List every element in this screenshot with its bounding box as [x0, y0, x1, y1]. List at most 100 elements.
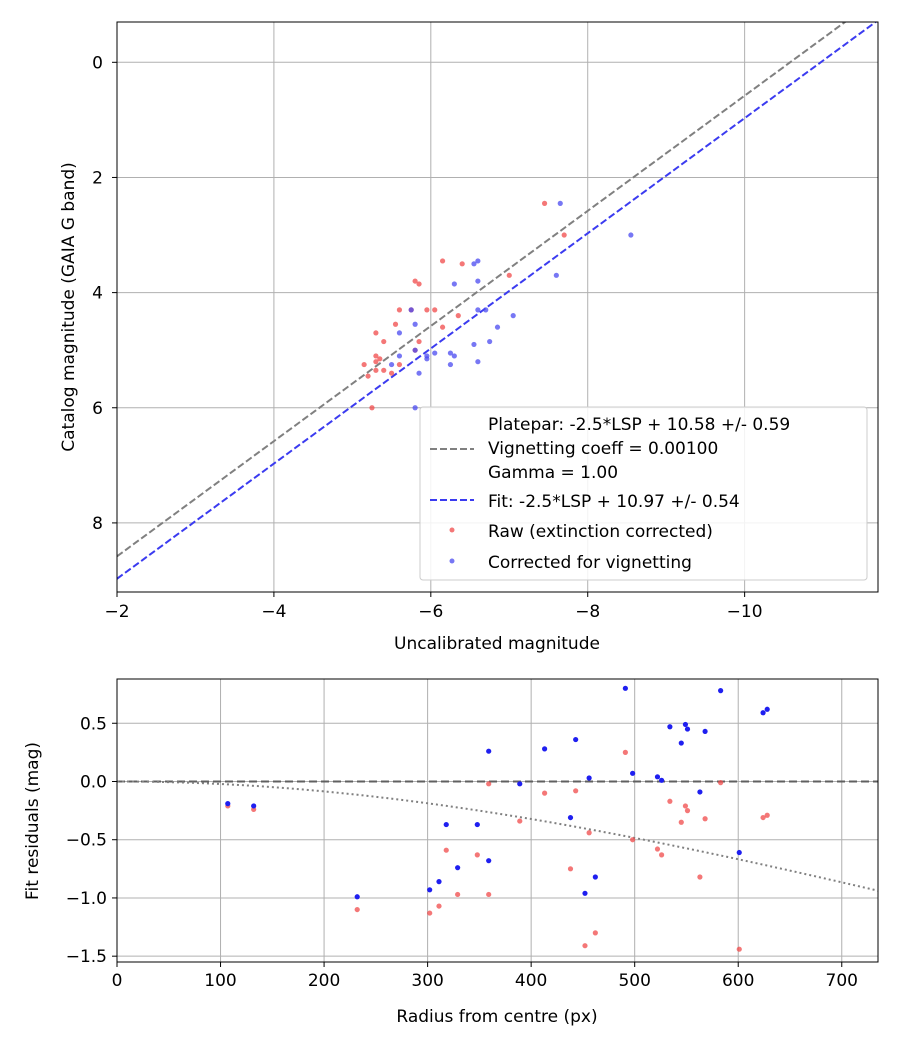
corrected-point — [424, 356, 430, 362]
raw-point — [416, 338, 422, 345]
raw-residual-point — [667, 798, 673, 804]
top-legend: Platepar: -2.5*LSP + 10.58 +/- 0.59 Vign… — [419, 406, 868, 581]
raw-residual-point — [718, 780, 724, 786]
legend-fit-label: Fit: -2.5*LSP + 10.97 +/- 0.54 — [488, 492, 740, 512]
raw-point — [392, 321, 399, 327]
corrected-point — [475, 278, 481, 284]
corrected-point — [451, 281, 457, 287]
corrected-residual-point — [702, 728, 708, 735]
corrected-residual-point — [684, 726, 691, 732]
corrected-residual-point — [436, 879, 442, 885]
corrected-point — [553, 272, 559, 278]
raw-residual-point — [542, 790, 548, 796]
raw-point — [412, 278, 418, 284]
corrected-residual-series — [225, 685, 770, 900]
corrected-residual-point — [736, 849, 742, 856]
corrected-residual-point — [455, 865, 461, 871]
corrected-point — [475, 307, 481, 313]
raw-residual-point — [573, 788, 579, 794]
raw-residual-point — [684, 808, 691, 814]
corrected-point — [412, 347, 418, 353]
bottom-x-tick-label: 300 — [411, 971, 443, 991]
top-x-tick-label: −8 — [575, 602, 600, 622]
raw-residual-point — [736, 946, 742, 952]
corrected-point — [447, 361, 454, 368]
legend-corrected-marker — [449, 558, 455, 564]
bottom-grid — [116, 679, 878, 962]
raw-residual-point — [630, 837, 636, 843]
raw-point — [506, 272, 512, 278]
bottom-x-tick-label: 0 — [112, 971, 123, 991]
raw-point — [369, 405, 375, 411]
top-x-tick-label: −2 — [104, 602, 129, 622]
bottom-y-tick-label: −0.5 — [66, 831, 107, 851]
corrected-point — [628, 232, 634, 238]
corrected-residual-point — [486, 858, 492, 864]
fit-line — [117, 22, 878, 580]
raw-residual-point — [443, 847, 449, 853]
corrected-residual-point — [678, 740, 684, 746]
corrected-residual-point — [630, 770, 636, 776]
raw-residual-point — [517, 818, 523, 824]
corrected-point — [447, 350, 454, 356]
raw-point — [396, 361, 403, 368]
bottom-x-tick-label: 700 — [826, 971, 858, 991]
corrected-point — [412, 321, 418, 327]
raw-residual-point — [486, 781, 492, 787]
corrected-residual-point — [697, 789, 703, 795]
top-x-tick-label: −6 — [418, 602, 443, 622]
raw-point — [388, 370, 395, 376]
raw-residual-point — [436, 903, 442, 909]
corrected-point — [471, 341, 477, 348]
raw-point — [361, 361, 367, 368]
raw-point — [365, 373, 371, 379]
raw-residual-point — [697, 874, 703, 880]
corrected-point — [487, 338, 493, 345]
top-scatter-points — [361, 200, 634, 411]
vignetting-curve — [117, 780, 878, 892]
raw-residual-point — [764, 812, 770, 818]
platepar-line — [117, 22, 847, 558]
raw-point — [561, 232, 567, 238]
legend-raw-marker — [449, 527, 455, 533]
legend-platepar-line1: Platepar: -2.5*LSP + 10.58 +/- 0.59 — [488, 415, 790, 435]
raw-residual-point — [567, 866, 574, 872]
bottom-x-tick-label: 100 — [204, 971, 236, 991]
raw-residual-point — [678, 819, 684, 825]
corrected-residual-point — [667, 724, 673, 730]
top-y-tick-label: 8 — [92, 514, 103, 534]
corrected-point — [396, 330, 403, 336]
corrected-residual-point — [573, 736, 579, 743]
corrected-residual-point — [718, 688, 724, 694]
corrected-point — [494, 324, 501, 330]
raw-residual-point — [654, 846, 661, 852]
top-x-tick-label: −10 — [727, 602, 763, 622]
raw-point — [439, 258, 446, 264]
bottom-y-tick-label: −1.0 — [66, 889, 107, 909]
raw-residual-point — [354, 906, 360, 913]
corrected-residual-point — [586, 775, 592, 781]
legend-raw-label: Raw (extinction corrected) — [488, 522, 713, 542]
corrected-residual-point — [427, 887, 433, 893]
corrected-residual-point — [517, 781, 523, 787]
corrected-point — [471, 261, 477, 267]
bottom-axes-frame — [116, 678, 879, 963]
raw-residual-point — [582, 943, 588, 949]
corrected-residual-point — [622, 685, 628, 691]
raw-point — [396, 307, 403, 313]
corrected-residual-point — [225, 801, 231, 807]
top-axes-frame — [116, 21, 879, 593]
top-y-ticks: 0 2 4 6 8 — [92, 53, 117, 534]
top-y-axis-label: Catalog magnitude (GAIA G band) — [59, 162, 79, 452]
legend-platepar-line3: Gamma = 1.00 — [488, 463, 618, 483]
corrected-residual-point — [592, 874, 598, 880]
raw-point — [424, 307, 430, 313]
corrected-residual-point — [764, 706, 770, 712]
corrected-series — [388, 200, 634, 411]
bottom-x-tick-label: 500 — [618, 971, 650, 991]
top-x-axis-label: Uncalibrated magnitude — [394, 634, 600, 654]
corrected-residual-point — [567, 814, 574, 821]
raw-residual-point — [486, 891, 492, 898]
raw-point — [381, 338, 387, 345]
top-chart: −2 −4 −6 −8 −10 0 2 4 6 8 Uncalibrated magnitude… — [59, 21, 879, 654]
